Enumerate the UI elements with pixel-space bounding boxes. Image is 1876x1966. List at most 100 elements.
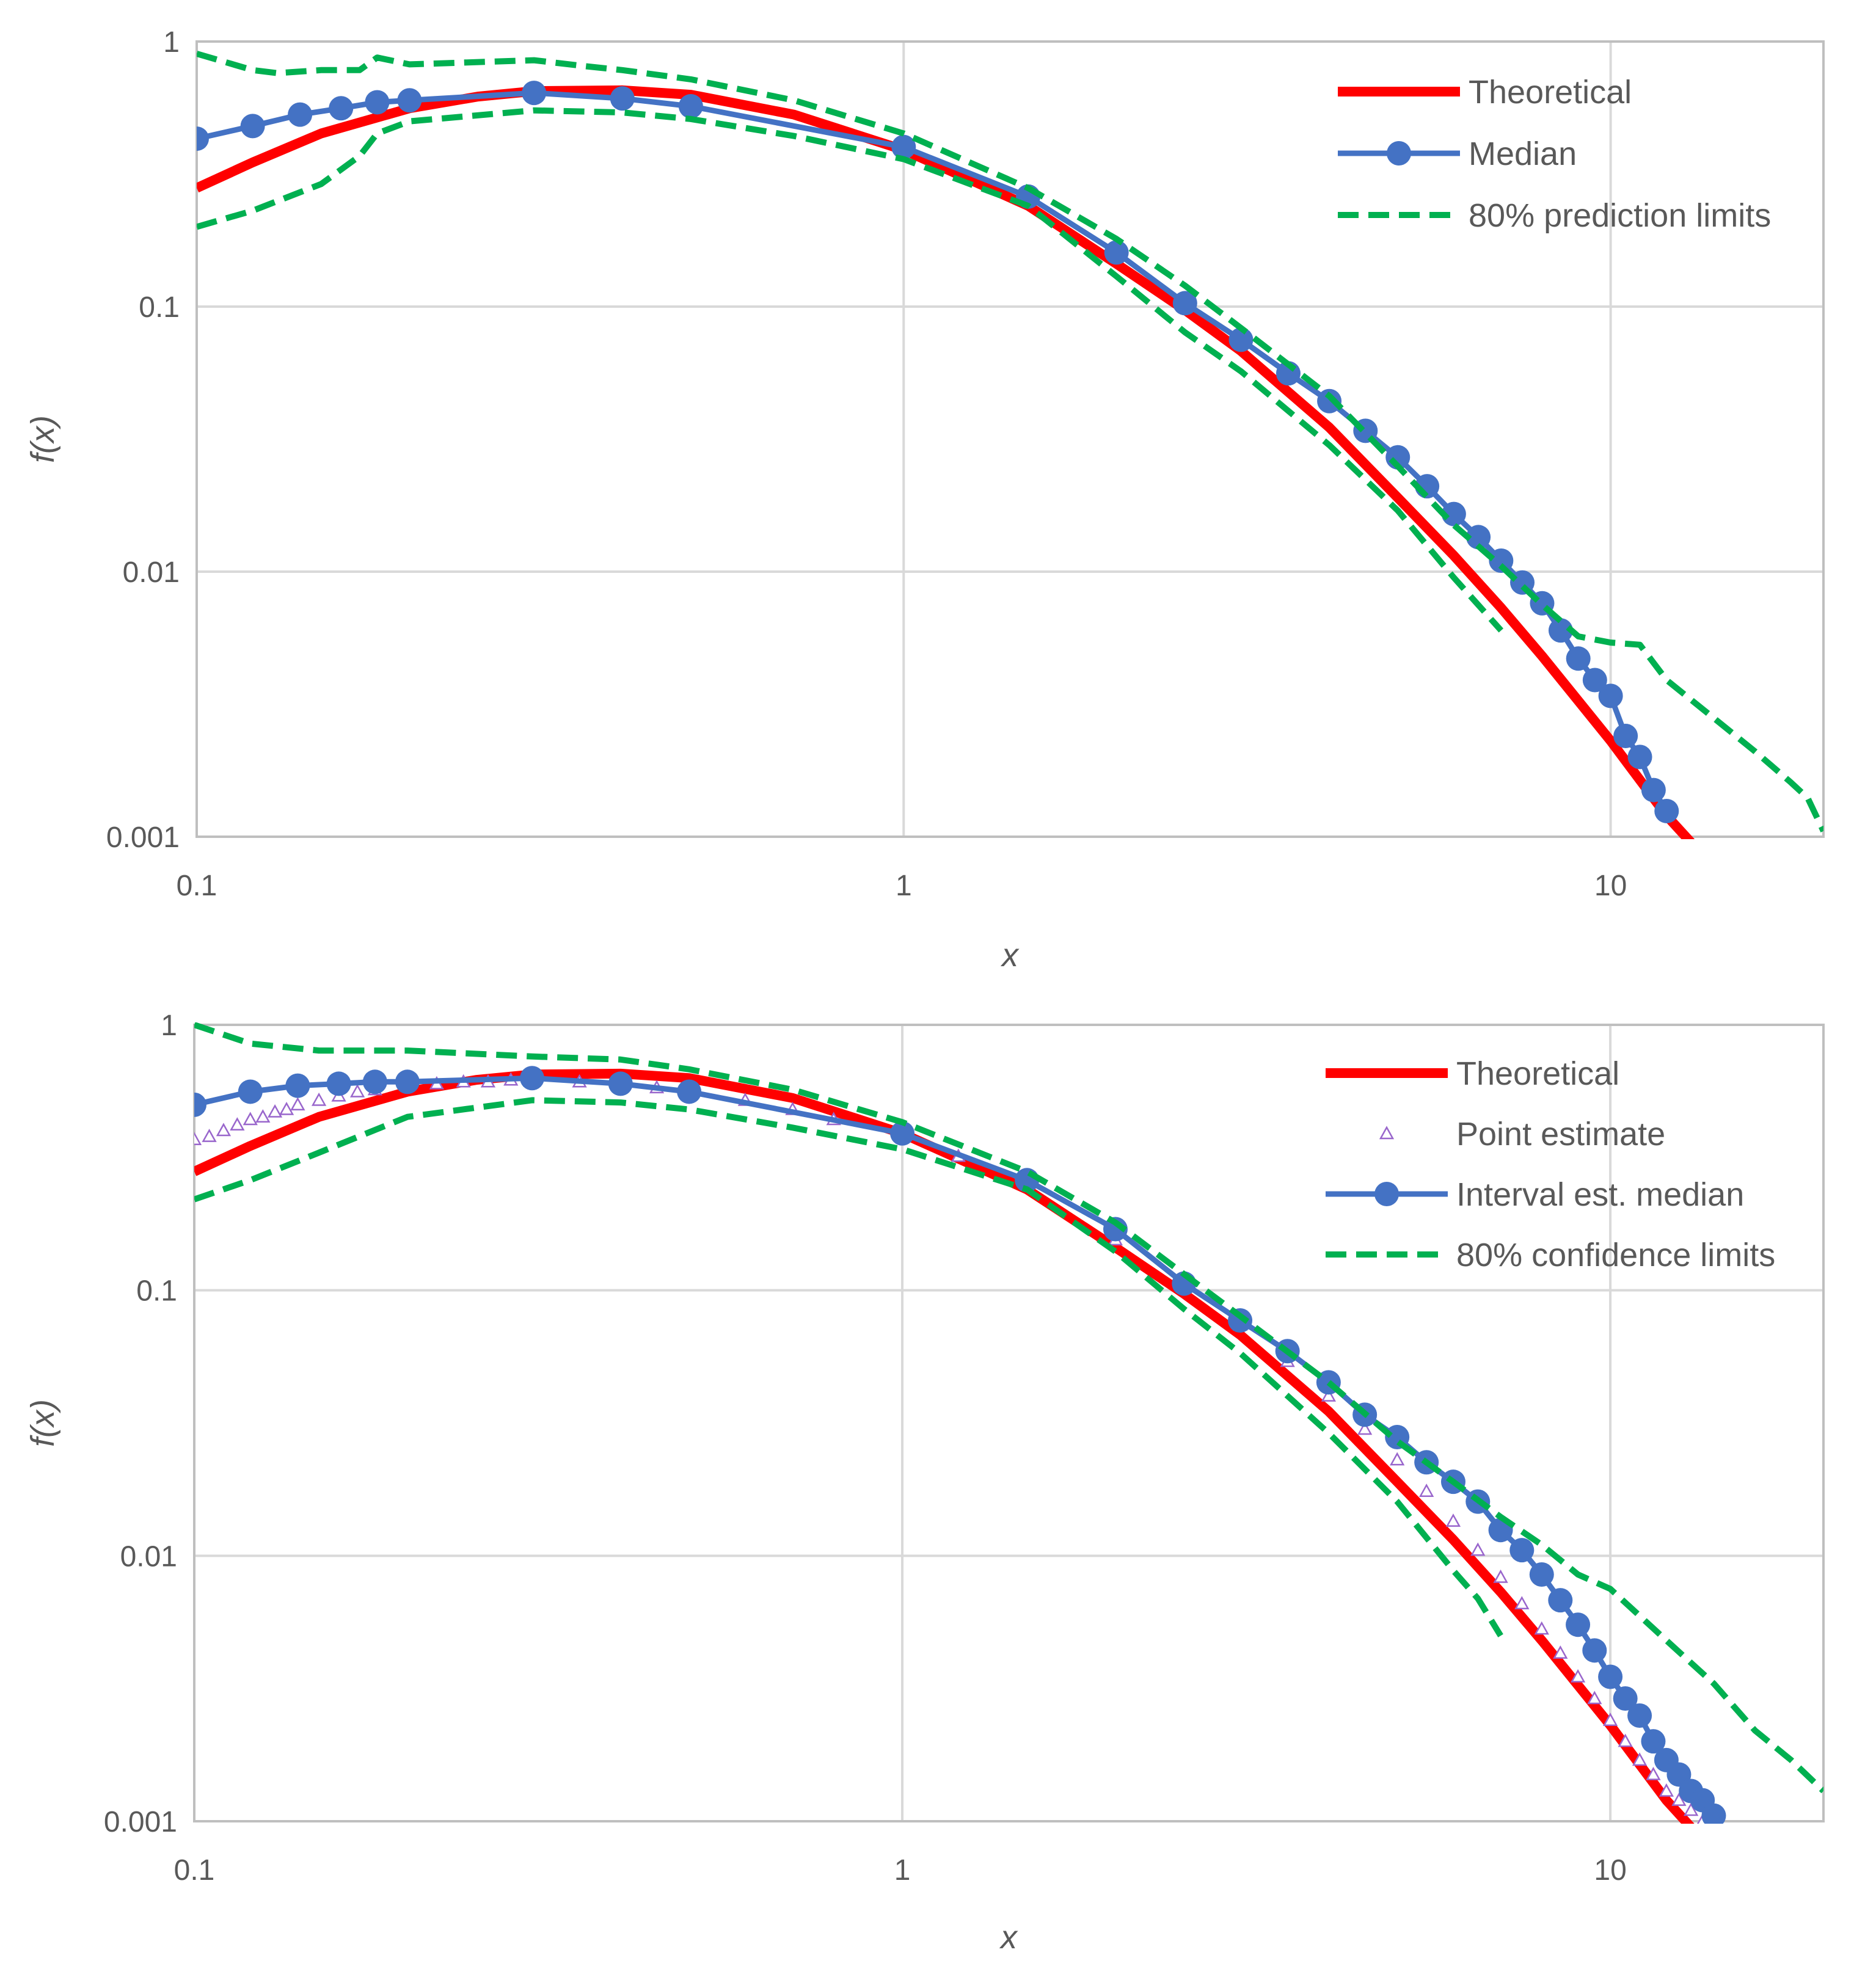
data-point xyxy=(1671,1793,1687,1806)
data-point xyxy=(1321,1388,1336,1402)
data-point xyxy=(1582,1638,1607,1663)
data-point xyxy=(1548,1588,1573,1613)
series-line xyxy=(197,90,1670,813)
series-median xyxy=(197,81,1679,823)
legend-item-limits: 80% confidence limits xyxy=(1326,1237,1775,1273)
data-point xyxy=(194,1132,202,1145)
data-point xyxy=(1104,240,1129,265)
data-point xyxy=(522,81,547,106)
data-point xyxy=(255,1109,271,1123)
data-point xyxy=(1566,1612,1591,1637)
data-point xyxy=(1598,1664,1623,1689)
x-axis-label: x xyxy=(1000,937,1020,974)
legend-label: Theoretical xyxy=(1469,74,1632,111)
legend-item-median: Interval est. median xyxy=(1326,1176,1744,1213)
data-point xyxy=(1470,1542,1486,1556)
data-point xyxy=(326,1071,351,1096)
data-point xyxy=(1390,1452,1405,1466)
y-tick-label: 1 xyxy=(163,26,180,59)
data-point xyxy=(891,134,916,159)
data-point xyxy=(365,90,390,115)
y-tick-label: 0.01 xyxy=(120,1540,177,1573)
data-point xyxy=(1357,1421,1373,1435)
plot-area xyxy=(193,1024,1825,1822)
x-axis-label: x xyxy=(999,1919,1018,1956)
data-point xyxy=(1618,1733,1633,1747)
data-point xyxy=(1441,501,1466,526)
legend-label: 80% confidence limits xyxy=(1456,1237,1775,1273)
data-point xyxy=(1659,1783,1674,1797)
series-80-confidence-limits xyxy=(194,1022,1823,1794)
series-line xyxy=(197,107,1504,633)
x-tick-label: 10 xyxy=(1594,1854,1626,1887)
data-point xyxy=(1172,291,1197,316)
data-point xyxy=(1602,1713,1618,1726)
y-axis-label: f(x) xyxy=(24,1399,61,1447)
series-line xyxy=(194,1097,1503,1637)
data-point xyxy=(1570,1669,1586,1683)
data-point xyxy=(1534,1621,1549,1635)
x-tick-label: 10 xyxy=(1594,870,1627,902)
data-point xyxy=(202,1129,217,1142)
legend-marker xyxy=(1374,1182,1399,1206)
x-tick-label: 1 xyxy=(896,870,912,902)
legend-label: Interval est. median xyxy=(1456,1176,1744,1213)
data-point xyxy=(1509,1538,1535,1563)
data-point xyxy=(1613,723,1638,748)
series-line xyxy=(194,1022,1823,1794)
data-point xyxy=(1613,1686,1638,1711)
data-point xyxy=(197,126,209,151)
legend: Theoretical Point estimate Interval est. m… xyxy=(1326,1055,1775,1273)
data-point xyxy=(677,1079,702,1104)
legend-marker xyxy=(1387,141,1411,166)
y-tick-label: 0.01 xyxy=(123,556,180,589)
legend-label: Median xyxy=(1469,136,1577,172)
data-point xyxy=(1514,1596,1530,1610)
plot-area xyxy=(195,40,1825,838)
data-point xyxy=(1317,388,1342,413)
y-axis-label: f(x) xyxy=(24,415,61,463)
series-line xyxy=(197,85,1695,839)
chart-panel-2: 0.1 1 10 1 0.1 0.01 0.001 x f(x) Theoretical Point… xyxy=(24,1010,1825,1956)
data-point xyxy=(395,1069,420,1094)
data-point xyxy=(1419,1484,1434,1497)
x-tick-label: 1 xyxy=(894,1854,911,1887)
legend-item-limits: 80% prediction limits xyxy=(1338,197,1771,234)
x-tick-label: 0.1 xyxy=(174,1854,215,1887)
legend-item-point: Point estimate xyxy=(1379,1116,1665,1152)
data-point xyxy=(520,1066,545,1091)
data-point xyxy=(1466,525,1491,550)
data-point xyxy=(678,93,703,118)
data-point xyxy=(608,1071,633,1096)
data-point xyxy=(230,1117,245,1131)
data-point xyxy=(1641,1729,1666,1754)
data-point xyxy=(1489,548,1514,573)
data-point xyxy=(329,96,354,121)
data-point xyxy=(362,1069,387,1094)
chart-panel-1: 0.1 1 10 1 0.1 0.01 0.001 x f(x) Theoretical Media… xyxy=(24,26,1825,974)
data-point xyxy=(240,114,265,139)
data-point xyxy=(1632,1752,1648,1766)
y-tick-label: 1 xyxy=(161,1010,177,1042)
y-tick-label: 0.001 xyxy=(106,821,180,854)
data-point xyxy=(1646,1766,1661,1780)
legend-label: Theoretical xyxy=(1456,1055,1619,1092)
data-point xyxy=(194,1092,206,1117)
y-tick-label: 0.001 xyxy=(104,1806,177,1838)
data-point xyxy=(1654,798,1679,823)
data-point xyxy=(1529,1562,1554,1587)
data-point xyxy=(610,86,635,111)
legend-marker xyxy=(1379,1126,1395,1140)
legend-item-theoretical: Theoretical xyxy=(1338,74,1632,111)
legend-label: Point estimate xyxy=(1456,1116,1665,1152)
data-point xyxy=(1701,1803,1726,1824)
series-80-prediction-limits-lower xyxy=(197,107,1504,633)
data-point xyxy=(216,1123,232,1137)
y-tick-label: 0.1 xyxy=(139,291,180,324)
legend: Theoretical Median 80% prediction limits xyxy=(1338,74,1771,234)
series-80-confidence-limits-lower xyxy=(194,1097,1503,1637)
data-point xyxy=(1548,618,1573,643)
series-theoretical xyxy=(197,85,1695,839)
data-point xyxy=(1445,1513,1461,1527)
legend-label: 80% prediction limits xyxy=(1469,197,1771,234)
